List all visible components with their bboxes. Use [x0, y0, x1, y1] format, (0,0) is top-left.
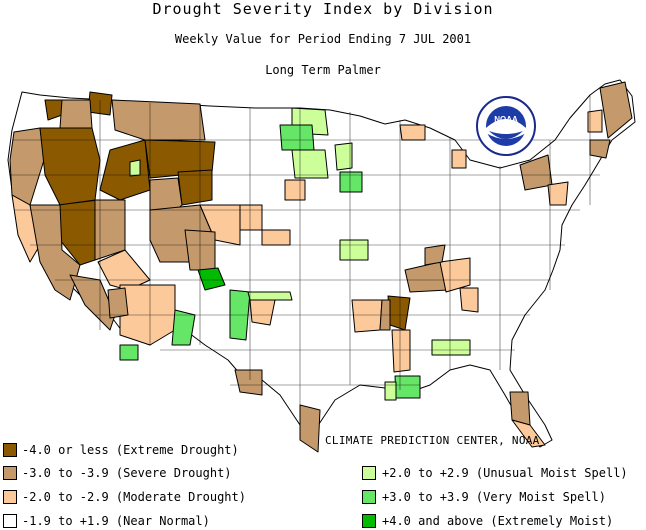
legend-label-extremely-moist: +4.0 and above (Extremely Moist)	[382, 514, 614, 528]
division-severe-me	[599, 81, 633, 139]
division-moderate-ga	[459, 287, 479, 313]
index-name: Long Term Palmer	[265, 63, 381, 77]
legend-label-moderate-drought: -2.0 to -2.9 (Moderate Drought)	[22, 490, 246, 504]
division-moderate-sd	[284, 179, 306, 201]
division-unusual-moist-ia	[339, 239, 369, 261]
division-moderate-ny	[547, 181, 569, 206]
legend-swatch-moderate-drought	[3, 490, 17, 504]
division-severe-nv-s	[94, 199, 126, 261]
division-unusual-moist-al	[431, 339, 471, 356]
division-unusual-moist-sd	[291, 149, 329, 179]
division-unusual-moist-la	[384, 381, 397, 401]
division-severe-ca-s	[69, 274, 116, 331]
division-severe-tx-w	[234, 369, 263, 396]
division-moderate-fl	[511, 419, 546, 448]
legend-swatch-extremely-moist	[362, 514, 376, 528]
division-moderate-ne	[239, 204, 263, 231]
division-severe-tx-s	[299, 404, 321, 453]
division-severe-tn	[424, 244, 446, 266]
division-moderate-tn	[439, 257, 471, 293]
division-very-moist-nd	[279, 124, 315, 151]
legend-label-extreme-drought: -4.0 or less (Extreme Drought)	[22, 443, 239, 457]
legend-label-very-moist: +3.0 to +3.9 (Very Moist Spell)	[382, 490, 606, 504]
division-moderate-mi	[399, 124, 426, 141]
division-moderate-nm-e	[249, 299, 276, 326]
legend-label-near-normal: -1.9 to +1.9 (Near Normal)	[22, 514, 210, 528]
map-title: Drought Severity Index by Division	[152, 0, 494, 18]
us-climate-division-map	[7, 79, 636, 453]
legend-swatch-unusual-moist	[362, 466, 376, 480]
map-subtitle: Weekly Value for Period Ending 7 JUL 200…	[174, 32, 472, 46]
legend-label-unusual-moist: +2.0 to +2.9 (Unusual Moist Spell)	[382, 466, 628, 480]
division-moderate-ar	[351, 299, 383, 333]
division-unusual-moist-id	[129, 159, 141, 177]
division-severe-pa	[519, 154, 553, 191]
division-moderate-wi	[451, 149, 467, 169]
division-very-moist-az	[119, 344, 139, 361]
division-moderate-vt	[587, 109, 603, 133]
division-severe-ne-coast	[589, 139, 611, 159]
noaa-seal-text: NOAA	[494, 115, 518, 124]
noaa-seal-icon: NOAA	[476, 96, 536, 156]
division-unusual-moist-ok	[247, 291, 293, 301]
division-moderate-ms	[391, 329, 411, 373]
division-very-moist-mn	[339, 171, 363, 193]
division-very-moist-la	[394, 375, 421, 399]
division-very-moist-nm	[171, 309, 196, 346]
division-severe-az	[107, 287, 129, 319]
credit-text: CLIMATE PREDICTION CENTER, NOAA	[325, 434, 540, 447]
legend-swatch-near-normal	[3, 514, 17, 528]
division-severe-wa-e	[59, 99, 93, 129]
division-extremely-moist-co	[197, 267, 226, 291]
division-extreme-id	[99, 139, 151, 201]
division-severe-mt	[111, 99, 206, 141]
division-unusual-moist-mn	[334, 142, 353, 171]
legend-swatch-very-moist	[362, 490, 376, 504]
legend-swatch-severe-drought	[3, 466, 17, 480]
legend-swatch-extreme-drought	[3, 443, 17, 457]
division-moderate-ks	[261, 229, 291, 246]
legend-label-severe-drought: -3.0 to -3.9 (Severe Drought)	[22, 466, 232, 480]
